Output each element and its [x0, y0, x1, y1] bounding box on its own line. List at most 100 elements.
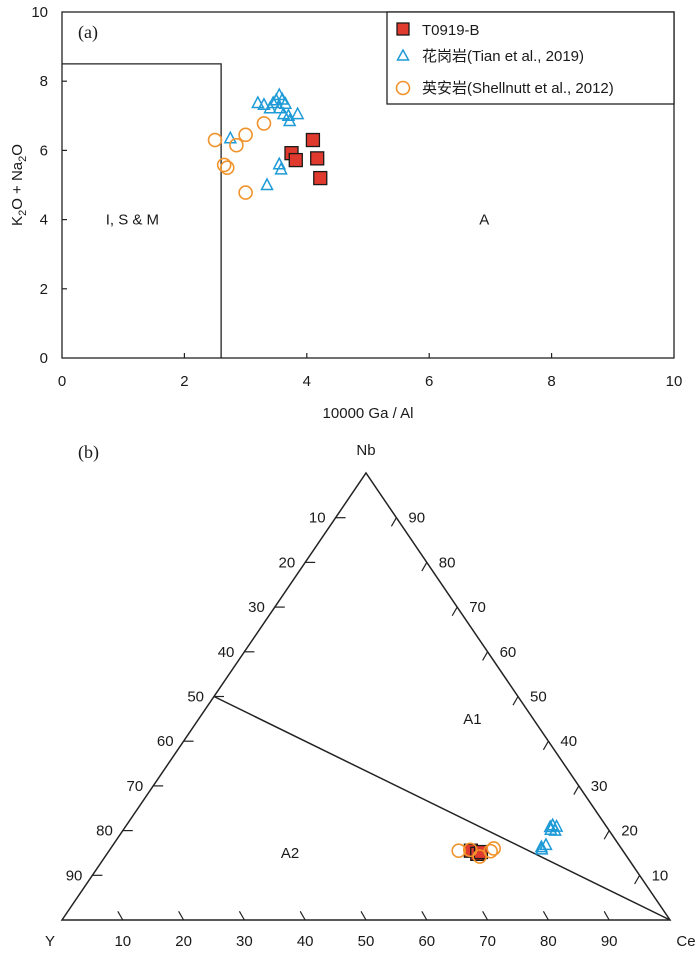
y-tick-label: 2 [40, 281, 48, 298]
data-points [207, 87, 328, 200]
right-tick-label: 10 [652, 867, 669, 884]
circle-data-point [216, 157, 232, 173]
triangle-data-point [290, 106, 305, 120]
x-axis-ticks: 0 2 4 6 8 10 [58, 353, 683, 390]
bottom-tick-label: 90 [601, 933, 618, 950]
field-label: A2 [281, 845, 299, 862]
square-data-point [305, 132, 321, 148]
square-data-point [310, 151, 325, 166]
right-tick-mark [451, 606, 458, 617]
bottom-tick-mark [542, 911, 549, 921]
field-label: I, S & M [106, 212, 159, 229]
ternary-field-labels: A1 A2 [281, 711, 482, 862]
apex-label-y: Y [45, 933, 55, 950]
right-tick-mark [542, 740, 549, 751]
ternary-ticks: 10 20 30 40 50 60 70 80 90 10 20 30 40 50 60 70 80 90 90 80… [66, 510, 669, 950]
circle-data-point [256, 116, 272, 131]
y-axis-ticks: 0 2 4 6 8 10 [31, 4, 67, 367]
right-tick-label: 90 [408, 510, 425, 527]
circle-data-point [451, 843, 467, 859]
bottom-tick-mark [603, 911, 610, 921]
y-label-k: K [9, 216, 26, 226]
right-tick-mark [390, 517, 397, 527]
x-tick-label: 4 [303, 373, 311, 390]
bottom-tick-label: 30 [236, 933, 253, 950]
left-tick-label: 80 [96, 823, 113, 840]
triangle-data-point [266, 95, 280, 109]
panel-b-label: (b) [78, 442, 99, 463]
field-boundary-line [62, 63, 222, 358]
circle-data-point [229, 137, 244, 153]
ternary-field-divider [213, 695, 671, 921]
circle-data-point [238, 185, 253, 200]
triangle-data-point [548, 822, 562, 836]
right-tick-label: 50 [530, 689, 547, 706]
y-axis-label: K2O + Na2O [9, 144, 29, 226]
triangle-data-point [257, 97, 271, 110]
square-data-point [288, 152, 303, 168]
y-label-o-plus-na: O + Na [9, 161, 26, 210]
triangle-data-point [281, 108, 296, 122]
x-tick-label: 6 [425, 373, 433, 390]
bottom-tick-label: 10 [114, 933, 131, 950]
bottom-tick-label: 50 [358, 933, 375, 950]
field-label: A1 [463, 711, 481, 728]
right-tick-mark [603, 830, 610, 840]
y-tick-label: 6 [40, 142, 48, 159]
right-tick-mark [573, 785, 580, 795]
bottom-tick-label: 70 [479, 933, 496, 950]
circle-data-point [486, 841, 501, 856]
panel-a-scatter-plot: 0 2 4 6 8 10 0 2 4 6 8 10 I, S & M A (a) 10000 Ga /… [9, 4, 682, 422]
apex-label-nb: Nb [356, 442, 375, 459]
right-tick-label: 80 [439, 554, 456, 571]
field-boundary-group [62, 63, 222, 358]
y-label-sub1: 2 [17, 210, 29, 216]
legend-marker-square [396, 22, 410, 36]
circle-data-point [219, 160, 235, 175]
legend-label-dacite: 英安岩(Shellnutt et al., 2012) [422, 79, 614, 97]
triangle-data-point [260, 177, 274, 191]
right-tick-label: 70 [469, 599, 486, 616]
bottom-tick-mark [117, 911, 124, 921]
ternary-triangle [60, 471, 672, 921]
plot-frame [61, 11, 675, 359]
x-tick-label: 8 [547, 373, 555, 390]
panel-b-ternary-plot: (b) 10 20 30 40 50 60 70 80 90 10 20 30 40 50 60 70 80 90… [45, 442, 696, 950]
triangle-data-point [539, 837, 553, 851]
left-tick-label: 50 [187, 689, 204, 706]
circle-data-point [207, 132, 223, 148]
triangle-data-point [534, 839, 549, 853]
y-label-o: O [9, 144, 26, 156]
right-tick-mark [421, 562, 428, 572]
bottom-tick-label: 40 [297, 933, 314, 950]
triangle-data-point [278, 96, 293, 109]
y-tick-label: 10 [31, 4, 48, 21]
left-tick-label: 70 [127, 778, 144, 795]
left-tick-label: 10 [309, 510, 326, 527]
right-tick-label: 30 [591, 778, 608, 795]
bottom-tick-mark [178, 911, 185, 921]
bottom-tick-mark [299, 911, 306, 921]
legend-box [386, 11, 675, 105]
triangle-data-point [274, 161, 288, 175]
right-tick-label: 60 [500, 644, 517, 661]
triangle-data-point [223, 130, 238, 144]
left-tick-label: 40 [218, 644, 235, 661]
apex-label-ce: Ce [676, 933, 695, 950]
bottom-tick-label: 20 [175, 933, 192, 950]
circle-data-point [238, 127, 253, 143]
left-tick-label: 90 [66, 867, 83, 884]
bottom-tick-mark [482, 911, 489, 921]
y-tick-label: 0 [40, 350, 48, 367]
triangle-data-point [282, 113, 297, 127]
field-labels: I, S & M A [106, 212, 490, 229]
ternary-data-points [451, 817, 564, 864]
legend: T0919-B 花岗岩(Tian et al., 2019) 英安岩(Shell… [386, 11, 675, 105]
left-tick-label: 60 [157, 733, 174, 750]
y-label-sub2: 2 [17, 156, 29, 162]
x-tick-label: 10 [666, 373, 683, 390]
triangle-data-point [272, 156, 286, 170]
x-tick-label: 0 [58, 373, 66, 390]
legend-marker-circle [395, 80, 411, 96]
